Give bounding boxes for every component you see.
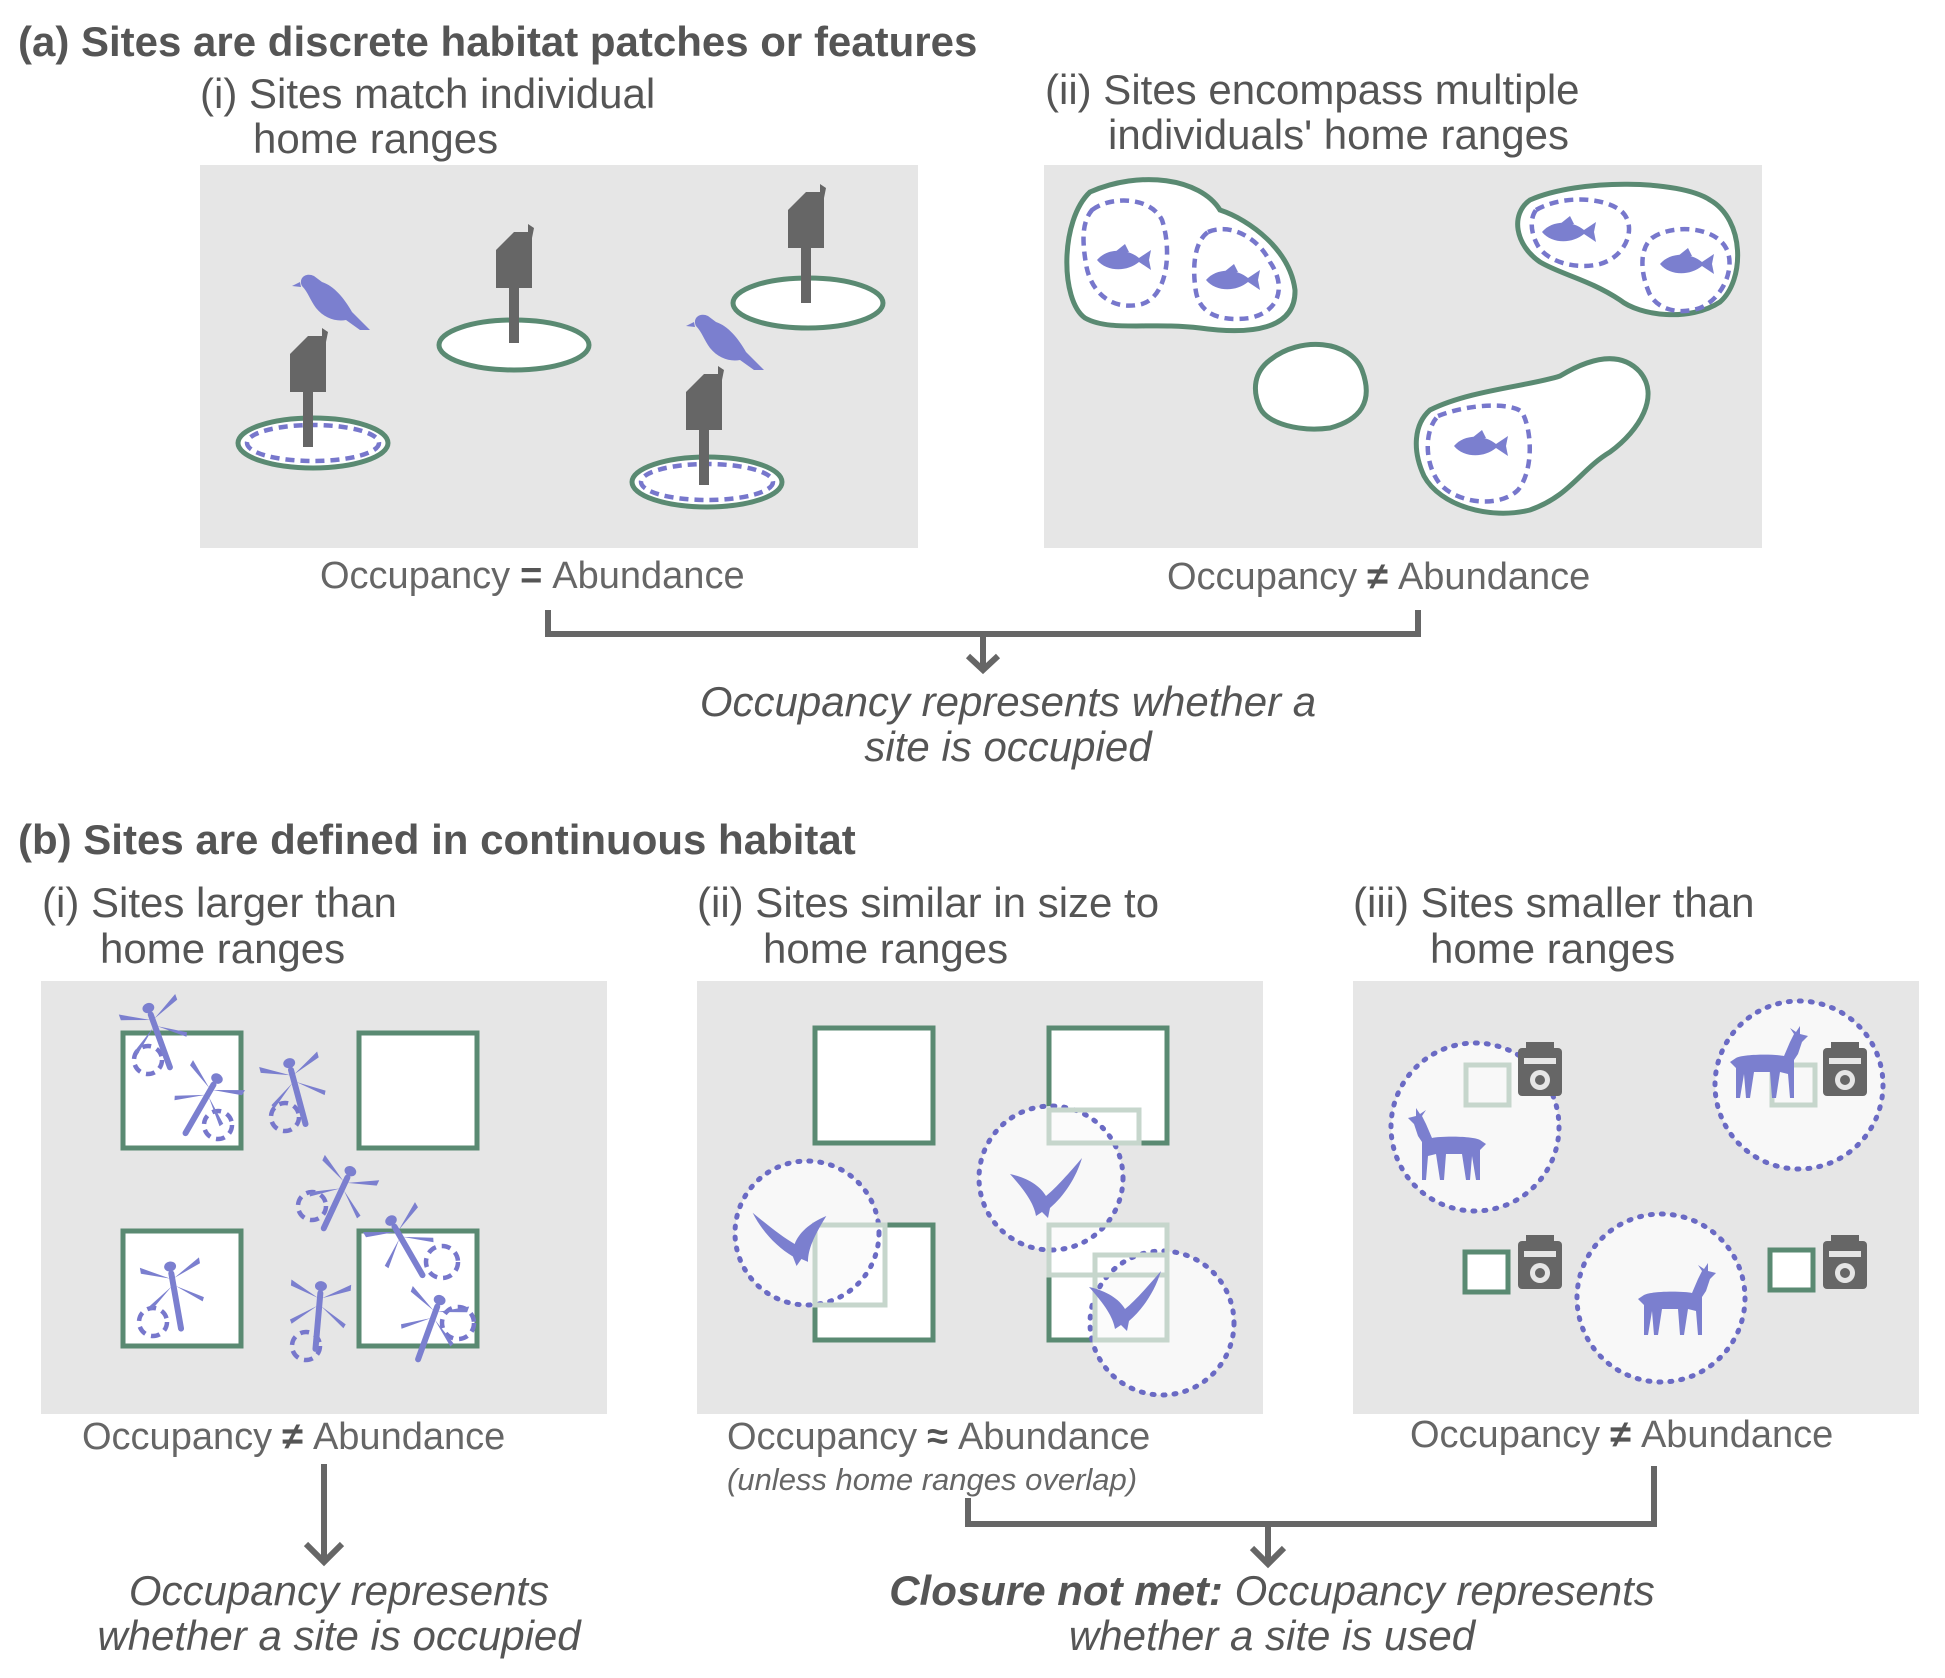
conclusion-b-right-text: Occupancy represents <box>1223 1567 1655 1614</box>
home-range <box>1087 1248 1237 1398</box>
site-patch <box>1413 356 1651 516</box>
home-range <box>1081 198 1170 308</box>
home-range <box>423 1243 461 1281</box>
closure-not-met-label: Closure not met: <box>889 1567 1223 1614</box>
conclusion-b-right-line1: Closure not met: Occupancy represents <box>889 1567 1655 1614</box>
bracket-a <box>545 610 1421 675</box>
panel-a-ii-title-line2: individuals' home ranges <box>1108 111 1569 158</box>
abundance-label: Abundance <box>313 1416 505 1458</box>
abundance-label: Abundance <box>958 1416 1150 1458</box>
not-equal-symbol: ≠ <box>1367 556 1388 598</box>
not-equal-symbol: ≠ <box>1610 1414 1631 1456</box>
panel-b-iii-title-line1: (iii) Sites smaller than <box>1353 879 1754 926</box>
occupancy-label: Occupancy <box>320 555 510 597</box>
panel-b-iii-title-line2: home ranges <box>1430 925 1675 972</box>
site-square <box>812 1025 936 1146</box>
panel-b-ii-title-line2: home ranges <box>763 925 1008 972</box>
home-range <box>1191 226 1282 322</box>
equals-symbol: = <box>520 555 542 597</box>
home-range <box>439 1304 477 1342</box>
panel-b-ii-title-line1: (ii) Sites similar in size to <box>697 879 1159 926</box>
camera-trap-icon <box>1518 1235 1562 1289</box>
home-range <box>1640 226 1732 314</box>
equation-b-ii-note: (unless home ranges overlap) <box>727 1462 1137 1497</box>
home-range <box>289 1329 323 1363</box>
panel-a-ii-title-line1: (ii) Sites encompass multiple <box>1045 66 1580 113</box>
panel-a-i-title-line2: home ranges <box>253 115 498 162</box>
panel-b-ii <box>697 981 1263 1414</box>
panel-a-i <box>200 165 918 548</box>
home-range <box>1425 403 1532 504</box>
panel-a-ii <box>1044 165 1762 548</box>
camera-trap-icon <box>1518 1042 1562 1096</box>
conclusion-b-right-line2: whether a site is used <box>1069 1612 1477 1659</box>
panel-a-i-title-line1: (i) Sites match individual <box>200 70 655 117</box>
section-a-heading: (a) Sites are discrete habitat patches o… <box>18 18 977 65</box>
occupancy-label: Occupancy <box>1167 556 1357 598</box>
home-range <box>268 1100 302 1134</box>
arrow-b-i <box>303 1464 345 1567</box>
site-square <box>356 1030 480 1151</box>
conclusion-a-line2: site is occupied <box>864 723 1153 770</box>
site-patch <box>1252 341 1369 432</box>
panel-b-iii <box>1353 981 1919 1414</box>
site-square <box>1767 1247 1816 1293</box>
site-square <box>1046 1025 1170 1146</box>
occupancy-label: Occupancy <box>727 1416 917 1458</box>
panel-b-i-title-line1: (i) Sites larger than <box>42 879 397 926</box>
approx-symbol: ≈ <box>927 1416 948 1458</box>
conclusion-a-line1: Occupancy represents whether a <box>700 678 1316 725</box>
conclusion-b-left-line2: whether a site is occupied <box>97 1612 582 1659</box>
abundance-label: Abundance <box>552 555 744 597</box>
bracket-b <box>965 1466 1657 1569</box>
site-square <box>356 1228 480 1349</box>
occupancy-label: Occupancy <box>1410 1414 1600 1456</box>
site-patch <box>1064 177 1298 334</box>
home-range <box>131 1043 165 1077</box>
equation-a-i: Occupancy = Abundance <box>320 555 745 597</box>
home-range <box>1529 197 1632 269</box>
camera-trap-icon <box>1823 1235 1867 1289</box>
camera-trap-icon <box>1823 1042 1867 1096</box>
panel-b-i-title-line2: home ranges <box>100 925 345 972</box>
home-range <box>201 1108 235 1142</box>
site-patch <box>1515 181 1741 318</box>
home-range <box>1388 1040 1562 1214</box>
conclusion-b-left-line1: Occupancy represents <box>129 1567 549 1614</box>
equation-a-ii: Occupancy ≠ Abundance <box>1167 556 1590 598</box>
occupancy-label: Occupancy <box>82 1416 272 1458</box>
abundance-label: Abundance <box>1641 1414 1833 1456</box>
abundance-label: Abundance <box>1398 556 1590 598</box>
equation-b-ii: Occupancy ≈ Abundance <box>727 1416 1150 1458</box>
not-equal-symbol: ≠ <box>282 1416 303 1458</box>
panel-b-i <box>41 981 607 1414</box>
equation-b-i: Occupancy ≠ Abundance <box>82 1416 505 1458</box>
equation-b-iii: Occupancy ≠ Abundance <box>1410 1414 1833 1456</box>
site-square <box>1462 1249 1511 1295</box>
section-b-heading: (b) Sites are defined in continuous habi… <box>18 816 856 863</box>
